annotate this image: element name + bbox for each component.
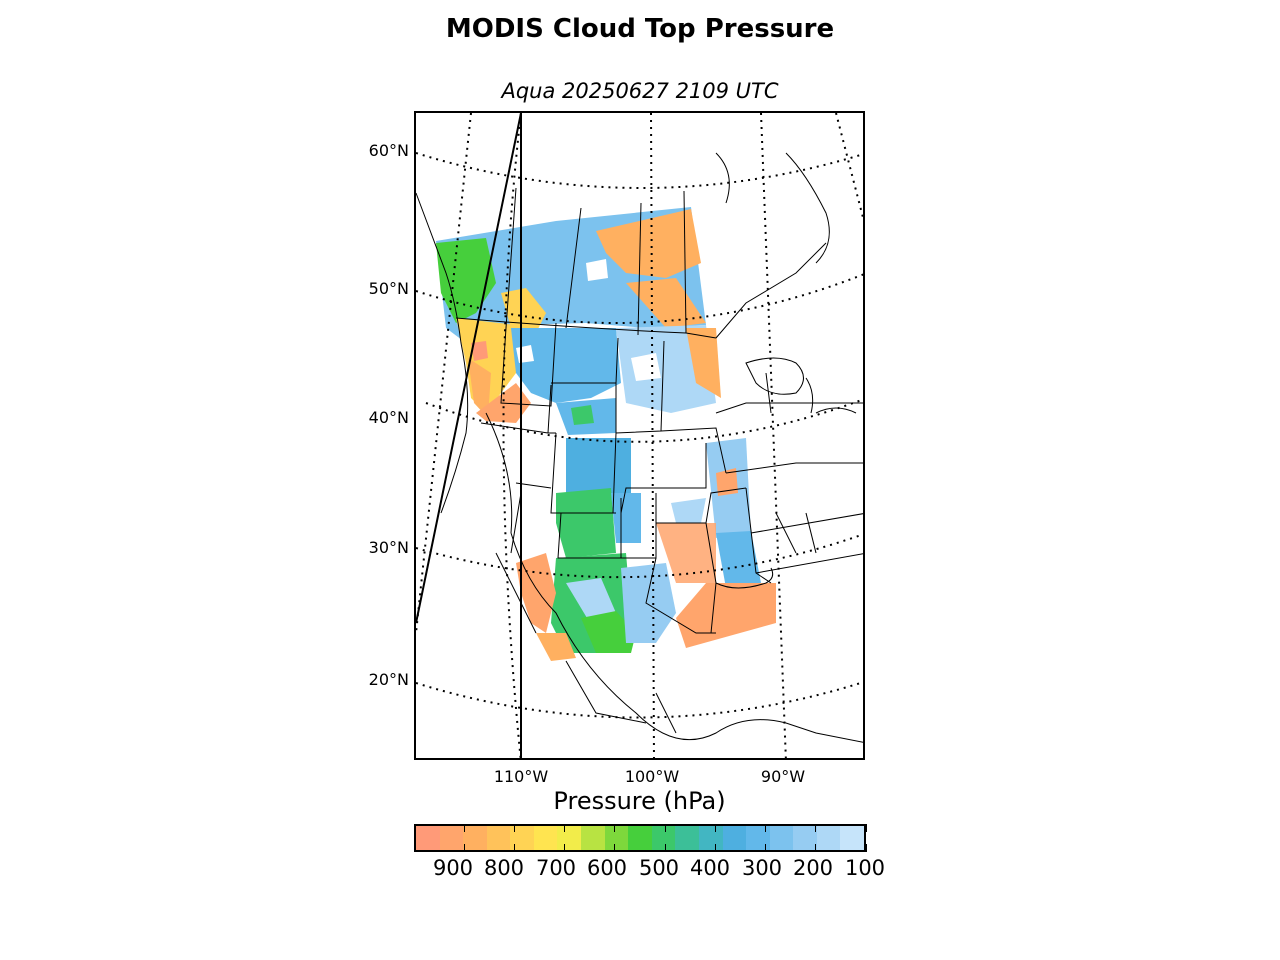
colorbar-tick-label: 400: [689, 856, 731, 880]
colorbar-ticks: [414, 824, 867, 852]
colorbar-tick-mark: [865, 824, 867, 832]
chart-subtitle: Aqua 20250627 2109 UTC: [501, 79, 779, 103]
colorbar-segment: [486, 826, 511, 850]
colorbar-segment: [651, 826, 676, 850]
colorbar-tick-mark: [765, 824, 767, 832]
lat-label-40n: 40°N: [368, 408, 409, 427]
colorbar-segment: [816, 826, 841, 850]
map-canvas: [416, 113, 863, 758]
lat-label-20n: 20°N: [368, 670, 409, 689]
colorbar-tick-label: 200: [792, 856, 834, 880]
colorbar-segment: [439, 826, 464, 850]
colorbar-segment: [628, 826, 652, 850]
graticule: [416, 113, 863, 758]
colorbar-tick-label: 900: [432, 856, 474, 880]
colorbar-tick-mark: [714, 824, 716, 832]
colorbar-tick-mark: [463, 824, 465, 832]
lat-label-60n: 60°N: [368, 141, 409, 160]
colorbar-tick-mark: [664, 844, 666, 852]
colorbar-tick-mark: [765, 844, 767, 852]
colorbar-tick-label: 600: [586, 856, 628, 880]
colorbar-tick-mark: [865, 844, 867, 852]
colorbar-tick-mark: [664, 824, 666, 832]
colorbar-segment: [840, 826, 864, 850]
lat-label-50n: 50°N: [368, 279, 409, 298]
colorbar: [414, 824, 866, 852]
lon-label-110w: 110°W: [493, 767, 549, 786]
political-borders: [416, 152, 863, 743]
colorbar-segment: [581, 826, 605, 850]
colorbar-segment: [769, 826, 794, 850]
colorbar-tick-mark: [564, 844, 566, 852]
colorbar-tick-mark: [815, 824, 817, 832]
colorbar-tick-label: 300: [741, 856, 783, 880]
colorbar-tick-mark: [714, 844, 716, 852]
colorbar-tick-mark: [614, 824, 616, 832]
colorbar-tick-mark: [815, 844, 817, 852]
colorbar-tick-label: 100: [844, 856, 886, 880]
lon-label-90w: 90°W: [760, 767, 806, 786]
colorbar-segment: [604, 826, 629, 850]
colorbar-tick-mark: [463, 844, 465, 852]
lon-label-100w: 100°W: [624, 767, 680, 786]
chart-title: MODIS Cloud Top Pressure: [445, 14, 835, 44]
colorbar-segment: [463, 826, 487, 850]
colorbar-segment: [675, 826, 699, 850]
colorbar-title: Pressure (hPa): [553, 787, 726, 815]
colorbar-segment: [746, 826, 770, 850]
map-panel: [414, 111, 865, 760]
colorbar-segment: [510, 826, 534, 850]
colorbar-segment: [793, 826, 817, 850]
lat-label-30n: 30°N: [368, 538, 409, 557]
colorbar-segment: [533, 826, 558, 850]
colorbar-tick-mark: [513, 844, 515, 852]
colorbar-segment: [722, 826, 747, 850]
colorbar-segment: [557, 826, 582, 850]
colorbar-tick-mark: [614, 844, 616, 852]
colorbar-tick-label: 800: [483, 856, 525, 880]
colorbar-tick-mark: [513, 824, 515, 832]
colorbar-segment: [698, 826, 723, 850]
colorbar-segment: [416, 826, 440, 850]
colorbar-tick-mark: [564, 824, 566, 832]
colorbar-tick-label: 700: [535, 856, 577, 880]
colorbar-tick-label: 500: [638, 856, 680, 880]
